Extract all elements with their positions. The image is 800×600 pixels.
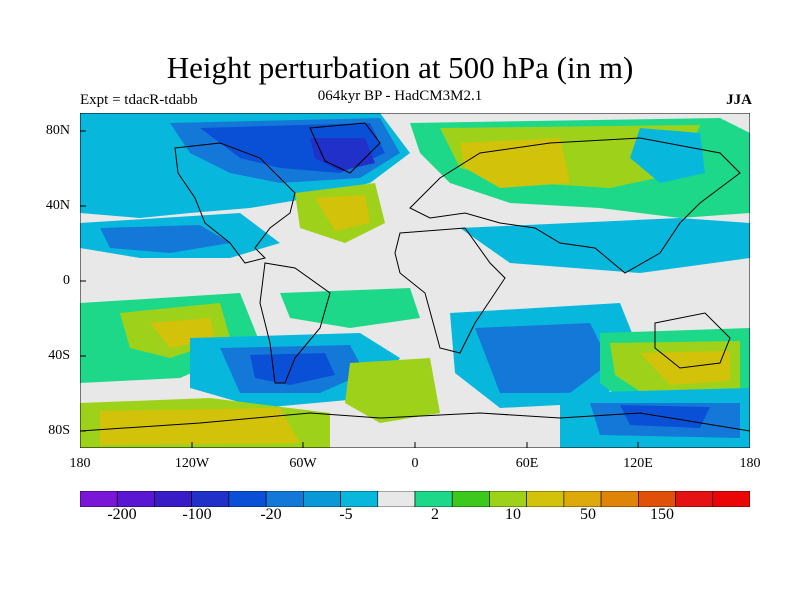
colorbar-label: 10: [505, 506, 521, 523]
contour-fills: [80, 113, 750, 448]
lat-label-0: 0: [63, 273, 70, 288]
contour-region: [100, 225, 230, 253]
colorbar-swatch: [451, 490, 490, 508]
colorbar-label: -100: [182, 506, 212, 523]
colorbar-swatches: [79, 490, 751, 508]
colorbar-swatch: [265, 490, 304, 508]
lon-label-60e: 60E: [515, 456, 539, 471]
coastline: [654, 312, 731, 369]
contour-region: [460, 138, 570, 188]
colorbar-swatch: [154, 490, 192, 508]
lon-label-0: 0: [411, 456, 419, 471]
experiment-label: Expt = tdacR-tdabb: [80, 92, 198, 108]
lon-label-120w: 120W: [174, 456, 210, 471]
contour-region: [345, 358, 440, 423]
colorbar-swatch: [712, 490, 751, 508]
colorbar-swatch: [191, 490, 230, 508]
contour-region: [100, 408, 300, 445]
colorbar: [79, 490, 751, 508]
contour-region: [250, 353, 335, 385]
colorbar-swatch: [563, 490, 602, 508]
lon-label-180w: 180: [69, 456, 91, 471]
lon-label-120e: 120E: [623, 456, 653, 471]
colorbar-label: -5: [339, 506, 353, 523]
colorbar-swatch: [116, 490, 155, 508]
coastline: [259, 262, 331, 384]
coastline: [394, 227, 506, 354]
colorbar-swatch: [600, 490, 639, 508]
contour-region: [620, 405, 710, 428]
height-perturbation-map: [79, 112, 751, 449]
contour-region: [280, 288, 420, 328]
colorbar-swatch: [526, 490, 565, 508]
chart-title: Height perturbation at 500 hPa (in m): [166, 50, 634, 85]
colorbar-swatch: [489, 490, 527, 508]
colorbar-swatch: [638, 490, 676, 508]
colorbar-swatch: [228, 490, 267, 508]
colorbar-swatch: [303, 490, 341, 508]
chart-subtitle: 064kyr BP - HadCM3M2.1: [317, 88, 483, 104]
lat-label-80s: 80S: [48, 423, 70, 438]
colorbar-label: 2: [431, 506, 439, 523]
coastline: [309, 122, 381, 174]
axis-ticks: [80, 130, 639, 448]
colorbar-swatch: [675, 490, 714, 508]
lon-label-60w: 60W: [289, 456, 317, 471]
colorbar-label: -20: [260, 506, 282, 523]
lat-label-80n: 80N: [45, 123, 70, 138]
contour-region: [475, 323, 610, 393]
contour-region: [630, 128, 705, 183]
lon-label-180e: 180: [739, 456, 761, 471]
season-label: JJA: [726, 92, 752, 108]
colorbar-label: 150: [650, 506, 674, 523]
colorbar-swatch: [414, 490, 453, 508]
colorbar-label: -200: [107, 506, 137, 523]
contour-region: [310, 138, 375, 171]
colorbar-swatch: [340, 490, 379, 508]
coastline: [409, 137, 741, 274]
colorbar-label: 50: [580, 506, 596, 523]
coastline: [79, 412, 751, 432]
coastlines: [79, 122, 751, 432]
colorbar-swatch: [377, 490, 416, 508]
contour-region: [460, 218, 750, 273]
contour-region: [315, 195, 370, 231]
colorbar-swatch: [79, 490, 118, 508]
lat-label-40s: 40S: [48, 348, 70, 363]
map-panel: [79, 112, 751, 449]
contour-region: [640, 351, 730, 385]
lat-label-40n: 40N: [45, 198, 70, 213]
coastline: [174, 142, 296, 264]
